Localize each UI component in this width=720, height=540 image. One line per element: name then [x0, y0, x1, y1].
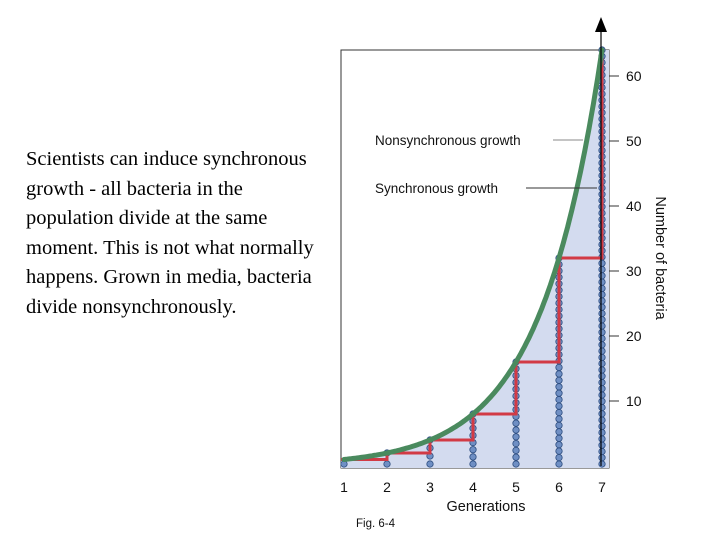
- x-tick-label: 4: [469, 479, 477, 495]
- bacterium-dot: [598, 284, 606, 292]
- bacterium-dot: [426, 460, 434, 468]
- bacterium-dot: [598, 309, 606, 318]
- bacterium-dot: [598, 328, 606, 336]
- bacterium-dot: [598, 428, 606, 437]
- bacterium-dot: [512, 426, 520, 434]
- bacterium-dot: [598, 372, 606, 380]
- bacterium-dot: [598, 290, 606, 299]
- x-tick-label: 6: [555, 479, 563, 495]
- bacterium-dot: [555, 408, 563, 417]
- bacterium-dot: [512, 439, 520, 448]
- bacterium-dot: [598, 441, 606, 449]
- bacterium-dot: [598, 322, 606, 330]
- bacterium-dot: [555, 395, 563, 404]
- annotation-nonsynchronous: Nonsynchronous growth: [375, 133, 521, 148]
- bacterium-dot: [555, 415, 563, 423]
- bacterium-dot: [512, 460, 520, 468]
- bacterium-dot: [555, 447, 563, 455]
- bacterium-dot: [598, 341, 606, 349]
- bacterium-dot: [598, 366, 606, 374]
- bacterium-dot: [555, 376, 563, 384]
- x-tick-label: 7: [598, 479, 606, 495]
- y-tick-label: 60: [626, 68, 642, 84]
- bacterium-dot: [598, 297, 606, 305]
- bacterium-dot: [555, 370, 563, 378]
- bacterium-dot: [555, 428, 563, 436]
- bacterium-dot: [598, 353, 606, 361]
- y-tick-label: 20: [626, 328, 642, 344]
- y-tick-label: 30: [626, 263, 642, 279]
- bacterium-dot: [469, 446, 477, 454]
- bacterium-dot: [598, 391, 606, 399]
- x-tick-label: 1: [340, 479, 348, 495]
- bacterium-dot: [598, 454, 606, 462]
- bacterium-dot: [512, 446, 520, 454]
- nonsynchronous-growth-curve: [341, 47, 605, 462]
- bacterium-dot: [598, 435, 606, 443]
- bacterium-dot: [598, 385, 606, 393]
- bacterium-dot: [598, 265, 606, 274]
- bacterium-dot: [598, 316, 606, 324]
- bacterium-dot: [555, 441, 563, 449]
- bacterium-dot: [598, 460, 606, 468]
- bacterium-dot: [598, 422, 606, 430]
- bacterium-dot: [512, 453, 520, 461]
- bacterium-dot: [469, 460, 477, 468]
- bacterium-dot: [598, 278, 606, 286]
- bacterium-dot: [598, 447, 606, 456]
- bacterium-dot: [555, 402, 563, 410]
- bacterium-dot: [598, 397, 606, 405]
- bacterium-dot: [598, 416, 606, 424]
- y-tick-label: 50: [626, 133, 642, 149]
- bacterium-dot: [555, 363, 563, 371]
- bacterium-dot: [555, 383, 563, 391]
- bacterium-dot: [598, 378, 606, 387]
- bacterium-dot: [598, 259, 606, 267]
- bacterium-dot: [598, 303, 606, 311]
- bacterium-dot: [555, 421, 563, 429]
- bacterium-dot: [512, 433, 520, 441]
- y-axis-arrowhead: [595, 17, 607, 32]
- bacterium-dot: [469, 453, 477, 461]
- bacterium-dot: [555, 389, 563, 397]
- bacterium-dot: [383, 460, 391, 468]
- bacterium-dot: [598, 359, 606, 368]
- slide-body-text: Scientists can induce synchronous growth…: [26, 148, 314, 318]
- y-tick-label: 40: [626, 198, 642, 214]
- annotation-synchronous: Synchronous growth: [375, 181, 498, 196]
- bacteria-column-5: [512, 358, 520, 468]
- x-tick-label: 2: [383, 479, 391, 495]
- bacterium-dot: [512, 419, 520, 427]
- bacterium-dot: [598, 347, 606, 355]
- bacterium-dot: [555, 460, 563, 468]
- bacterium-dot: [598, 410, 606, 418]
- x-tick-label: 5: [512, 479, 520, 495]
- bacterium-dot: [598, 334, 606, 343]
- bacterium-dot: [555, 434, 563, 442]
- y-tick-label: 10: [626, 393, 642, 409]
- x-axis-title: Generations: [447, 499, 526, 515]
- figure-label: Fig. 6-4: [356, 518, 395, 530]
- bacterium-dot: [598, 403, 606, 412]
- x-tick-label: 3: [426, 479, 434, 495]
- bacterium-dot: [598, 272, 606, 280]
- bacterium-dot: [555, 453, 563, 462]
- y-axis-title: Number of bacteria: [652, 196, 668, 320]
